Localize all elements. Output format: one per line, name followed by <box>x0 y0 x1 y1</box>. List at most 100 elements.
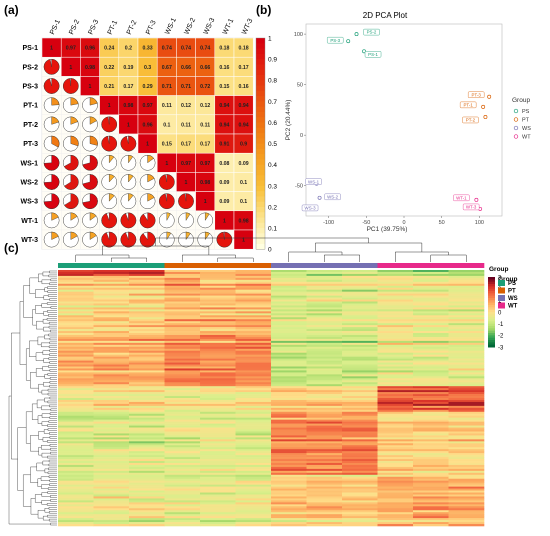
heatmap-cell <box>235 403 272 407</box>
heatmap-cell <box>342 484 378 487</box>
heatmap-cell <box>235 431 272 434</box>
dendrogram-branch <box>37 510 45 519</box>
corr-pie-slice <box>128 193 134 202</box>
heatmap-cell <box>413 472 449 476</box>
heatmap-cell <box>93 516 130 519</box>
corr-pie-slice <box>120 135 137 152</box>
heatmap-scale-segment <box>488 302 495 306</box>
heatmap-cell <box>342 405 378 409</box>
heatmap-cell <box>93 350 130 354</box>
heatmap-cell <box>93 512 130 515</box>
heatmap-cell <box>448 461 485 464</box>
heatmap-cell <box>200 352 236 355</box>
heatmap-cell <box>377 342 414 346</box>
heatmap-cell <box>129 273 165 277</box>
heatmap-cell <box>164 419 201 422</box>
heatmap-cell <box>448 311 485 314</box>
heatmap-cell <box>306 380 343 383</box>
heatmap-cell <box>448 482 485 485</box>
dendrogram-branch <box>47 310 57 313</box>
heatmap-cell <box>235 502 272 505</box>
heatmap-cell <box>448 492 485 495</box>
heatmap-cell <box>93 390 130 393</box>
heatmap-cell <box>377 285 414 289</box>
heatmap-cell <box>377 374 414 377</box>
heatmap-cell <box>377 311 414 314</box>
heatmap-cell <box>58 368 94 371</box>
heatmap-cell <box>271 378 307 381</box>
heatmap-cell <box>129 522 165 525</box>
heatmap-cell <box>58 342 94 346</box>
heatmap-cell <box>164 455 201 458</box>
heatmap-cell <box>93 295 130 298</box>
heatmap-cell <box>200 443 236 446</box>
corr-value: 0.18 <box>239 46 249 52</box>
heatmap-cell <box>413 429 449 432</box>
heatmap-cell <box>271 405 307 409</box>
dendrogram-branch <box>40 476 50 481</box>
heatmap-cell <box>93 443 130 446</box>
heatmap-cell <box>271 299 307 302</box>
heatmap-cell <box>271 398 307 401</box>
heatmap-cell <box>413 299 449 302</box>
heatmap-cell <box>342 447 378 450</box>
dendrogram-branch <box>29 340 38 357</box>
heatmap-cell <box>200 484 236 487</box>
heatmap-cell <box>342 279 378 283</box>
heatmap-cell <box>271 321 307 324</box>
heatmap-cell <box>448 293 485 296</box>
heatmap-cell <box>413 488 449 491</box>
heatmap-cell <box>342 522 378 525</box>
heatmap-cell <box>413 291 449 294</box>
heatmap-cell <box>129 490 165 493</box>
dendrogram-branch <box>47 290 57 293</box>
heatmap-cell <box>235 433 272 436</box>
heatmap-cell <box>377 305 414 308</box>
heatmap-cell <box>235 423 272 426</box>
heatmap-cell <box>342 313 378 316</box>
heatmap-cell <box>93 459 130 462</box>
dendrogram-branch <box>41 303 51 308</box>
heatmap-cell <box>342 333 378 336</box>
heatmap-cell <box>164 317 201 320</box>
heatmap-cell <box>448 346 485 350</box>
heatmap-cell <box>413 407 449 411</box>
heatmap-group-legend-swatch <box>498 302 505 309</box>
heatmap-cell <box>58 396 94 399</box>
heatmap-cell <box>93 281 130 285</box>
heatmap-cell <box>377 470 414 474</box>
dendrogram-branch <box>47 471 57 474</box>
heatmap-cell <box>342 334 378 338</box>
heatmap-cell <box>306 378 343 381</box>
heatmap-cell <box>271 417 307 420</box>
heatmap-cell <box>448 277 485 281</box>
heatmap-cell <box>448 484 485 487</box>
heatmap-cell <box>129 390 165 393</box>
heatmap-cell <box>342 425 378 428</box>
heatmap-cell <box>306 437 343 440</box>
heatmap-cell <box>164 474 201 478</box>
heatmap-cell <box>306 508 343 511</box>
pca-point-label: WT-1 <box>456 195 467 200</box>
heatmap-cell <box>164 396 201 399</box>
heatmap-cell <box>235 427 272 430</box>
heatmap-cell <box>271 514 307 517</box>
heatmap-cell <box>448 413 485 417</box>
heatmap-cell <box>377 289 414 292</box>
heatmap-cell <box>164 500 201 503</box>
dendrogram-branch <box>41 413 51 418</box>
heatmap-cell <box>235 331 272 334</box>
heatmap-cell <box>200 289 236 292</box>
heatmap-cell <box>306 344 343 348</box>
heatmap-cell <box>413 396 449 399</box>
heatmap-cell <box>413 398 449 401</box>
dendrogram-branch <box>47 302 57 305</box>
heatmap-cell <box>235 472 272 476</box>
heatmap-cell <box>342 297 378 300</box>
heatmap-cell <box>271 307 307 310</box>
heatmap-cell <box>448 462 485 466</box>
heatmap-cell <box>413 386 449 389</box>
heatmap-cell <box>58 425 94 428</box>
heatmap-cell <box>306 291 343 294</box>
heatmap-cell <box>448 295 485 298</box>
